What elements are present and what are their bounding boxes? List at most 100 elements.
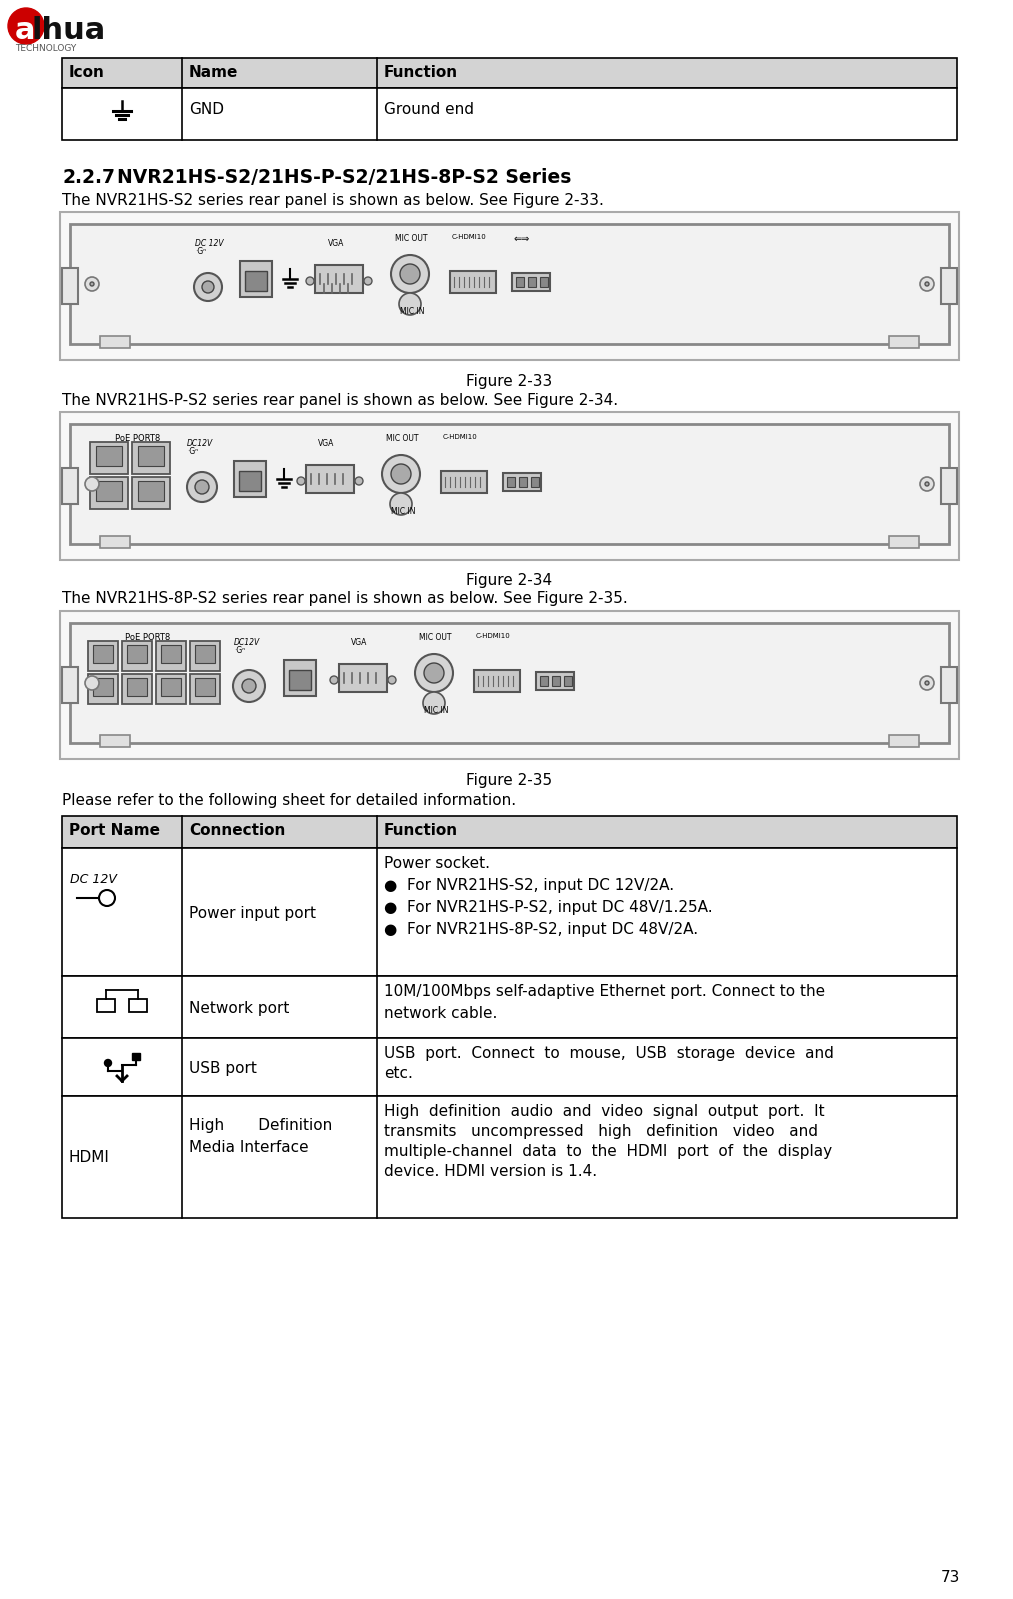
Text: High       Definition: High Definition bbox=[189, 1118, 332, 1134]
Bar bbox=[62, 667, 78, 704]
Circle shape bbox=[920, 477, 934, 491]
Text: ·Gⁿ: ·Gⁿ bbox=[194, 246, 207, 256]
Circle shape bbox=[391, 464, 411, 484]
Bar bbox=[564, 676, 572, 686]
Bar bbox=[161, 644, 181, 664]
Circle shape bbox=[382, 456, 420, 492]
Bar bbox=[122, 675, 152, 704]
Bar bbox=[540, 277, 548, 286]
Bar bbox=[441, 472, 487, 492]
Bar bbox=[156, 675, 186, 704]
Circle shape bbox=[330, 676, 338, 684]
Circle shape bbox=[187, 472, 217, 502]
Text: DC12V: DC12V bbox=[234, 638, 260, 648]
Bar bbox=[889, 736, 919, 747]
Text: Connection: Connection bbox=[189, 823, 286, 838]
Text: Power input port: Power input port bbox=[189, 907, 316, 921]
Bar bbox=[62, 815, 957, 847]
Text: lhua: lhua bbox=[32, 16, 106, 45]
Circle shape bbox=[85, 477, 99, 491]
Text: multiple-channel  data  to  the  HDMI  port  of  the  display: multiple-channel data to the HDMI port o… bbox=[384, 1143, 832, 1159]
Circle shape bbox=[85, 676, 99, 691]
Bar bbox=[62, 469, 78, 504]
Text: TECHNOLOGY: TECHNOLOGY bbox=[15, 45, 76, 53]
Bar bbox=[97, 999, 115, 1012]
Text: Please refer to the following sheet for detailed information.: Please refer to the following sheet for … bbox=[62, 793, 517, 807]
Text: Name: Name bbox=[189, 66, 238, 80]
Text: ●  For NVR21HS-P-S2, input DC 48V/1.25A.: ● For NVR21HS-P-S2, input DC 48V/1.25A. bbox=[384, 900, 712, 915]
Bar bbox=[138, 481, 164, 500]
Bar bbox=[239, 472, 261, 491]
Circle shape bbox=[306, 277, 314, 285]
Text: USB port: USB port bbox=[189, 1062, 257, 1076]
Circle shape bbox=[415, 654, 453, 692]
Text: DC12V: DC12V bbox=[187, 440, 214, 448]
Text: 10M/100Mbps self-adaptive Ethernet port. Connect to the: 10M/100Mbps self-adaptive Ethernet port.… bbox=[384, 983, 826, 999]
Text: 73: 73 bbox=[941, 1570, 960, 1585]
Bar bbox=[519, 477, 527, 488]
Bar bbox=[62, 975, 957, 1038]
Bar bbox=[93, 678, 113, 696]
Bar bbox=[474, 670, 520, 692]
Bar bbox=[941, 667, 957, 704]
Text: Network port: Network port bbox=[189, 1001, 290, 1015]
Bar bbox=[90, 441, 128, 473]
Bar bbox=[284, 660, 316, 696]
Bar bbox=[90, 477, 128, 508]
Text: ·Gⁿ: ·Gⁿ bbox=[234, 646, 245, 656]
Bar bbox=[540, 676, 548, 686]
Text: transmits   uncompressed   high   definition   video   and: transmits uncompressed high definition v… bbox=[384, 1124, 819, 1138]
Text: a: a bbox=[15, 16, 35, 45]
Bar bbox=[88, 675, 118, 704]
Bar bbox=[240, 261, 272, 297]
Text: Function: Function bbox=[384, 66, 458, 80]
Bar bbox=[941, 469, 957, 504]
Text: DC 12V: DC 12V bbox=[70, 873, 116, 886]
Bar bbox=[190, 641, 220, 672]
Text: MIC OUT: MIC OUT bbox=[386, 433, 418, 443]
Text: GND: GND bbox=[189, 102, 224, 117]
Circle shape bbox=[920, 277, 934, 291]
Text: The NVR21HS-P-S2 series rear panel is shown as below. See Figure 2-34.: The NVR21HS-P-S2 series rear panel is sh… bbox=[62, 393, 618, 408]
Bar bbox=[245, 270, 267, 291]
Text: The NVR21HS-S2 series rear panel is shown as below. See Figure 2-33.: The NVR21HS-S2 series rear panel is show… bbox=[62, 193, 604, 208]
Circle shape bbox=[920, 676, 934, 691]
Text: VGA: VGA bbox=[318, 440, 334, 448]
Bar bbox=[289, 670, 311, 691]
Bar bbox=[528, 277, 536, 286]
Bar bbox=[62, 88, 957, 141]
Text: Power socket.: Power socket. bbox=[384, 855, 490, 871]
Bar bbox=[194, 678, 215, 696]
Text: MIC OUT: MIC OUT bbox=[395, 233, 427, 243]
Text: ⇐⇒: ⇐⇒ bbox=[514, 233, 530, 245]
Circle shape bbox=[399, 293, 421, 315]
Bar bbox=[234, 461, 266, 497]
Text: Figure 2-33: Figure 2-33 bbox=[466, 374, 552, 389]
Circle shape bbox=[202, 281, 214, 293]
Bar bbox=[100, 736, 130, 747]
Text: network cable.: network cable. bbox=[384, 1006, 497, 1022]
Bar bbox=[190, 675, 220, 704]
Bar bbox=[503, 473, 541, 491]
Bar bbox=[306, 465, 354, 492]
Text: PoE PORT8: PoE PORT8 bbox=[115, 433, 160, 443]
Bar bbox=[60, 213, 959, 360]
Bar bbox=[62, 269, 78, 304]
Text: ·Gⁿ: ·Gⁿ bbox=[187, 448, 199, 456]
Text: Function: Function bbox=[384, 823, 458, 838]
Bar bbox=[93, 644, 113, 664]
Circle shape bbox=[194, 273, 222, 301]
Circle shape bbox=[388, 676, 396, 684]
Circle shape bbox=[424, 664, 444, 683]
Bar bbox=[450, 270, 496, 293]
Text: C-HDMI10: C-HDMI10 bbox=[452, 233, 487, 240]
Circle shape bbox=[233, 670, 265, 702]
Circle shape bbox=[8, 8, 44, 45]
Bar bbox=[96, 481, 122, 500]
Bar bbox=[62, 1095, 957, 1218]
Bar bbox=[129, 999, 147, 1012]
Text: VGA: VGA bbox=[350, 638, 368, 648]
Text: ●  For NVR21HS-8P-S2, input DC 48V/2A.: ● For NVR21HS-8P-S2, input DC 48V/2A. bbox=[384, 923, 698, 937]
Circle shape bbox=[90, 281, 94, 286]
Text: device. HDMI version is 1.4.: device. HDMI version is 1.4. bbox=[384, 1164, 597, 1178]
